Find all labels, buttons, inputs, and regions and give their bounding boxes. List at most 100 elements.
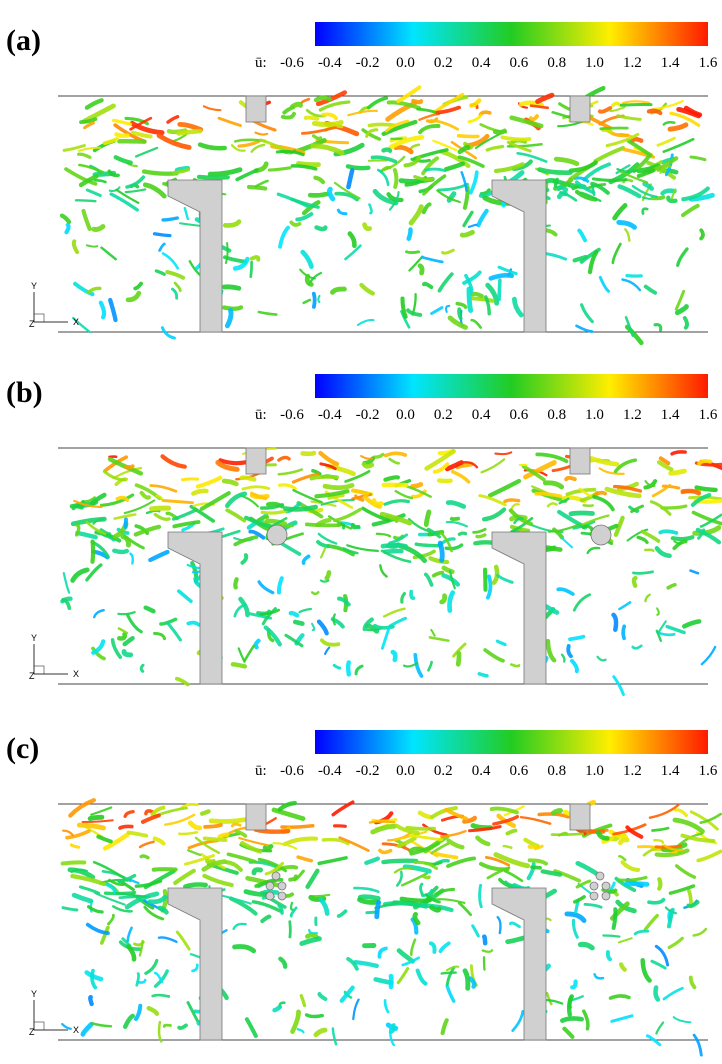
vortex-strand (253, 638, 261, 650)
vortex-strand (613, 458, 638, 474)
vortex-strand (396, 85, 422, 104)
vortex-strand (668, 884, 696, 895)
vortex-strand (144, 958, 159, 975)
vortex-strand (497, 278, 502, 302)
vortex-strand (626, 528, 649, 542)
vortex-strand (439, 593, 447, 605)
vortex-strand (115, 495, 130, 502)
vortex-strand (99, 493, 135, 507)
vortex-strand (161, 252, 179, 270)
colorbar-tick-label: 0.8 (547, 763, 566, 779)
vortex-strand (694, 485, 718, 493)
vortex-strand (566, 994, 574, 1017)
vortex-strand (427, 660, 433, 672)
vortex-strand (421, 874, 431, 880)
vortex-strand (556, 185, 569, 193)
cylinder (590, 524, 612, 546)
vortex-strand (102, 137, 119, 145)
vortex-strand (573, 176, 590, 183)
vortex-strand (601, 887, 618, 894)
vortex-strand (429, 905, 442, 913)
vortex-strand (521, 464, 546, 482)
vortex-strand (383, 999, 390, 1014)
colorbar-symbol: ū: (255, 55, 267, 71)
vortex-strand (61, 906, 79, 912)
vortex-strand (89, 492, 107, 506)
vortex-strand (353, 959, 379, 969)
vortex-strand (289, 906, 298, 918)
vortex-strand (112, 548, 129, 555)
vortex-strand (284, 633, 304, 648)
vortex-strand (351, 488, 370, 496)
vortex-strand (496, 574, 514, 584)
vortex-strand (379, 564, 388, 578)
vortex-strand (681, 203, 700, 218)
vortex-strand (604, 486, 642, 499)
vortex-strand (553, 156, 580, 167)
vortex-strand (370, 823, 397, 835)
vortex-strand (361, 128, 381, 141)
vortex-strand (581, 524, 594, 531)
vortex-strand (550, 808, 563, 816)
vortex-strand (59, 213, 72, 225)
vortex-strand (232, 922, 247, 931)
vortex-strand (700, 645, 717, 666)
vortex-strand (296, 855, 314, 863)
vortex-strand (83, 121, 95, 130)
vortex-strand (166, 115, 180, 124)
vortex-strand (230, 662, 248, 669)
vortex-strand (610, 101, 622, 108)
vortex-strand (160, 326, 176, 340)
vortex-strand (124, 891, 160, 910)
vortex-strand (602, 934, 621, 938)
colorbar-tick-label: 1.2 (623, 763, 642, 779)
vortex-strand (424, 449, 456, 471)
vortex-strand (670, 450, 687, 456)
vortex-strand (691, 510, 722, 526)
vortex-strand (378, 848, 393, 855)
vortex-strand (553, 869, 582, 883)
vortex-strand (280, 824, 315, 829)
colorbar (315, 730, 708, 754)
vortex-strand (650, 195, 666, 201)
vortex-strand (568, 634, 586, 642)
vortex-strand (572, 593, 592, 612)
vortex-strand (112, 905, 133, 913)
vortex-strand (437, 182, 469, 192)
vortex-strand (254, 877, 284, 888)
vortex-strand (272, 1004, 282, 1013)
vortex-strand (264, 518, 288, 527)
vortex-strand (122, 636, 135, 647)
vortex-strand (381, 858, 419, 865)
bottom-block (167, 887, 223, 1041)
vortex-strand (658, 529, 679, 535)
vortex-strand (440, 531, 453, 553)
vortex-strand (457, 307, 463, 321)
vortex-strand (611, 907, 618, 930)
vortex-strand (488, 272, 514, 281)
vortex-strand (150, 805, 166, 817)
vortex-strand (115, 188, 140, 204)
colorbar-tick-label: 0.8 (547, 55, 566, 71)
vortex-strand (149, 505, 172, 512)
vortex-strand (102, 832, 130, 851)
vortex-strand (471, 296, 495, 303)
vortex-strand (396, 967, 410, 985)
vortex-strand (389, 1027, 396, 1047)
vortex-strand (462, 270, 482, 285)
vortex-strand (331, 800, 355, 817)
vortex-strand (356, 318, 375, 327)
vortex-strand (590, 181, 610, 195)
vortex-strand (278, 483, 297, 491)
vortex-strand (692, 1033, 703, 1057)
vortex-strand (357, 897, 381, 905)
vortex-strand (545, 638, 557, 663)
vortex-strand (70, 516, 107, 527)
vortex-strand (290, 1009, 301, 1034)
vortex-strand (662, 137, 695, 153)
bottom-block (167, 179, 223, 333)
vortex-strand (412, 912, 421, 926)
vortex-strand (70, 567, 90, 583)
vortex-strand (676, 106, 701, 119)
vortex-strand (664, 906, 677, 915)
